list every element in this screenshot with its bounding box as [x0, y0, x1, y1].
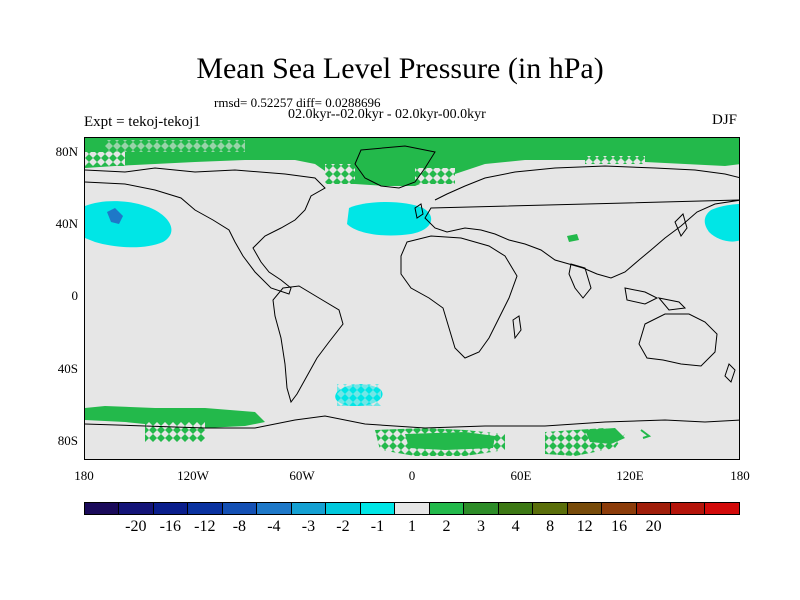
colorbar-cell	[567, 503, 603, 514]
colorbar-cell	[326, 503, 361, 514]
lon-label-120w: 120W	[177, 468, 209, 483]
colorbar-label: 16	[611, 518, 628, 535]
lat-label-40n: 40N	[55, 216, 78, 231]
colorbar-cell	[257, 503, 292, 514]
lon-label-180e: 180	[730, 468, 750, 483]
experiment-label: Expt = tekoj-tekoj1	[84, 114, 201, 130]
colorbar-cell	[533, 503, 568, 514]
colorbar-label: 1	[408, 518, 416, 535]
colorbar-cell	[602, 503, 637, 514]
colorbar-label: 12	[576, 518, 593, 535]
coastlines	[85, 145, 739, 429]
colorbar-label: -3	[301, 518, 316, 535]
colorbar-cell	[360, 503, 396, 514]
colorbar-cell	[395, 503, 430, 514]
colorbar-label: 2	[442, 518, 451, 535]
colorbar-label: 4	[511, 518, 520, 535]
arctic-positive-region	[85, 138, 739, 186]
colorbar	[84, 502, 740, 515]
colorbar-cell	[222, 503, 258, 514]
colorbar-label: -1	[370, 518, 385, 535]
colorbar-label: -20	[125, 518, 147, 535]
colorbar-cell	[153, 503, 189, 514]
lon-label-60w: 60W	[289, 468, 315, 483]
colorbar-label: -8	[232, 518, 247, 535]
colorbar-cell	[188, 503, 223, 514]
lat-label-40s: 40S	[57, 361, 78, 376]
lon-label-180w: 180	[74, 468, 94, 483]
colorbar-label: -16	[159, 518, 181, 535]
colorbar-label: 8	[546, 518, 555, 535]
southern-positive-regions	[85, 234, 652, 456]
plot-title: Mean Sea Level Pressure (in hPa)	[196, 52, 604, 85]
colorbar-cell	[291, 503, 327, 514]
colorbar-label: -4	[267, 518, 281, 535]
lat-label-80s: 80S	[57, 433, 78, 448]
colorbar-cell	[429, 503, 465, 514]
lat-label-0: 0	[71, 288, 79, 303]
negative-regions	[85, 201, 739, 406]
colorbar-label: -12	[194, 518, 216, 535]
colorbar-label: 3	[477, 518, 486, 535]
colorbar-label: 20	[645, 518, 662, 535]
colorbar-label: -2	[336, 518, 350, 535]
period-line: 02.0kyr--02.0kyr - 02.0kyr-00.0kyr	[288, 107, 486, 122]
colorbar-cell	[464, 503, 499, 514]
stats-line: rmsd= 0.52257 diff= 0.0288696	[214, 95, 381, 110]
lon-label-0: 0	[408, 468, 416, 483]
lat-label-80n: 80N	[55, 144, 78, 159]
colorbar-cell	[636, 503, 671, 514]
season-label: DJF	[712, 112, 738, 128]
colorbar-cell	[670, 503, 706, 514]
colorbar-cell	[705, 503, 739, 514]
colorbar-cell	[85, 503, 120, 514]
lon-label-60e: 60E	[510, 468, 532, 483]
colorbar-cell	[119, 503, 154, 514]
lon-label-120e: 120E	[616, 468, 644, 483]
colorbar-cell	[498, 503, 534, 514]
map-svg	[85, 138, 739, 456]
map-panel	[84, 137, 740, 460]
